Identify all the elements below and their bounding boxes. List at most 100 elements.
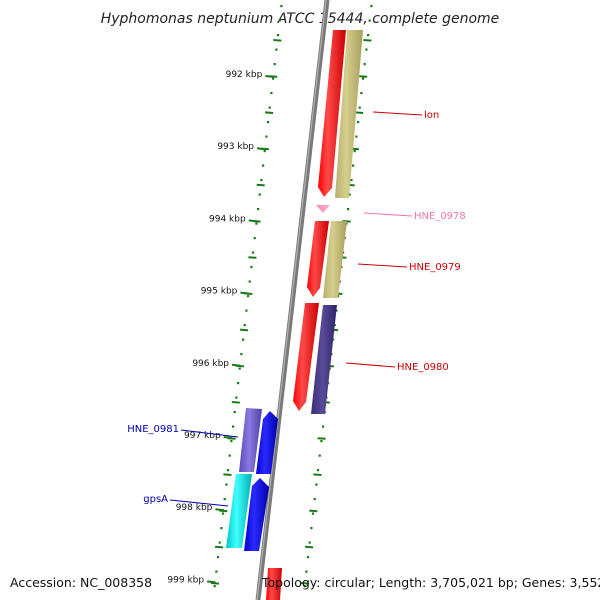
tick-dot <box>368 19 371 22</box>
tick-mark <box>300 582 310 585</box>
tick-dot <box>278 19 281 22</box>
leader-hne0981 <box>180 429 239 438</box>
kbp-tick-mark <box>248 219 258 223</box>
tick-dot <box>268 106 271 109</box>
tick-dot <box>320 440 323 443</box>
tick-dot <box>220 527 223 530</box>
gene-edge-red-arrow[interactable] <box>266 568 282 600</box>
gene-hne0980-navy-arrow[interactable] <box>311 305 337 414</box>
gene-hne0979-arrow[interactable] <box>307 221 329 297</box>
tick-dot <box>230 440 233 443</box>
tick-dot <box>228 454 231 457</box>
tick-dot <box>280 5 283 8</box>
tick-mark <box>215 545 224 549</box>
gene-hne0981-arrow[interactable] <box>239 408 262 472</box>
tick-dot <box>363 63 366 66</box>
gene-hne0978-arrow[interactable] <box>316 205 330 213</box>
tick-mark <box>359 75 368 78</box>
tick-dot <box>247 295 250 298</box>
gene-hne0981-blue-arrow[interactable] <box>256 411 278 474</box>
tick-dot <box>353 150 356 153</box>
tick-dot <box>348 193 351 196</box>
gene-labels: lon HNE_0978 HNE_0979 HNE_0980 HNE_0981 … <box>127 110 466 507</box>
tick-dot <box>248 280 251 283</box>
gene-features <box>226 30 363 600</box>
tick-mark <box>309 509 318 513</box>
gene-label-hne0978[interactable]: HNE_0978 <box>414 211 466 222</box>
gene-label-hne0980[interactable]: HNE_0980 <box>397 362 449 373</box>
gene-hne0980-arrow[interactable] <box>293 303 319 411</box>
leader-lon <box>372 111 423 116</box>
kbp-tick-mark <box>223 436 233 439</box>
tick-dot <box>272 77 275 80</box>
tick-mark <box>223 473 232 476</box>
tick-mark <box>317 437 326 440</box>
gene-hne0979-olive-arrow[interactable] <box>323 221 347 298</box>
tick-mark <box>305 545 314 549</box>
gene-lon-olive-arrow[interactable] <box>335 30 363 198</box>
tick-mark <box>313 473 322 476</box>
tick-dot <box>260 179 263 182</box>
kbp-tick-mark <box>215 508 225 512</box>
gene-gpsA-blue-arrow[interactable] <box>244 478 269 551</box>
tick-dot <box>257 208 260 211</box>
tick-dot <box>240 353 243 356</box>
tick-dot <box>357 121 360 124</box>
kbp-tick-mark <box>240 291 250 295</box>
tick-mark <box>256 183 265 187</box>
kbp-tick-label: 992 kbp <box>226 70 263 80</box>
tick-dot <box>347 208 350 211</box>
tick-dot <box>218 541 221 544</box>
tick-dot <box>350 179 353 182</box>
tick-dot <box>306 556 310 559</box>
kbp-tick-label: 994 kbp <box>209 214 246 224</box>
tick-dot <box>263 150 266 153</box>
tick-dot <box>235 396 238 399</box>
tick-dot <box>352 164 355 167</box>
tick-dot <box>367 34 370 37</box>
tick-dot <box>316 469 320 472</box>
tick-dot <box>255 222 258 225</box>
tick-dot <box>360 92 363 95</box>
gene-label-hne0981[interactable]: HNE_0981 <box>127 424 179 435</box>
tick-dot <box>335 309 338 312</box>
gene-label-lon[interactable]: lon <box>424 110 439 121</box>
kbp-tick-mark <box>231 363 241 367</box>
kbp-tick-mark <box>256 147 266 151</box>
tick-dot <box>303 585 306 588</box>
tick-mark <box>231 401 240 404</box>
tick-dot <box>311 512 315 515</box>
tick-dot <box>318 454 321 457</box>
tick-mark <box>363 39 372 42</box>
gene-lon-arrow[interactable] <box>318 30 346 197</box>
tick-dot <box>233 411 236 414</box>
tick-dot <box>242 338 245 341</box>
tick-dot <box>216 556 220 559</box>
tick-dot <box>277 34 280 37</box>
gene-gpsA-arrow[interactable] <box>226 474 252 548</box>
tick-dot <box>305 570 308 573</box>
tick-mark <box>273 39 282 42</box>
leader-gpsA <box>169 499 229 507</box>
tick-dot <box>232 425 235 428</box>
tick-dot <box>308 541 311 544</box>
tick-mark <box>248 256 257 259</box>
kbp-tick-label: 996 kbp <box>192 359 229 369</box>
tick-dot <box>253 237 256 240</box>
tick-mark <box>240 328 249 332</box>
tick-dot <box>221 512 225 515</box>
gene-label-gpsA[interactable]: gpsA <box>143 494 168 505</box>
tick-dot <box>225 483 228 486</box>
tick-dot <box>223 498 226 501</box>
gene-label-hne0979[interactable]: HNE_0979 <box>409 262 461 273</box>
genome-backbone <box>255 0 330 600</box>
tick-dot <box>237 382 240 385</box>
accession-label: Accession: NC_008358 <box>10 575 153 590</box>
kbp-tick-label: 993 kbp <box>217 142 254 152</box>
leader-hne0979 <box>357 263 408 268</box>
kbp-tick-mark <box>265 75 274 78</box>
tick-dot <box>215 570 218 573</box>
leader-hne0978 <box>363 212 413 217</box>
tick-dot <box>265 135 268 138</box>
